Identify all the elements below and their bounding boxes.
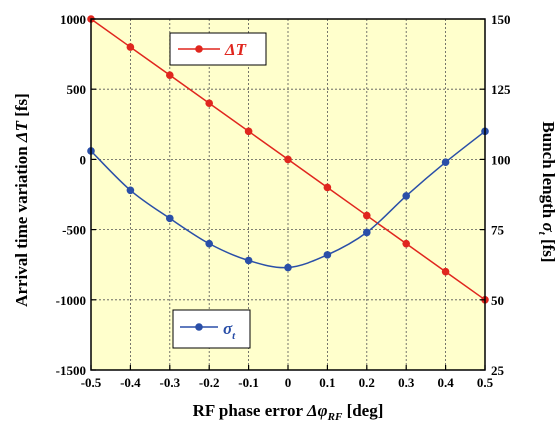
y-axis-right-title-subscript: t	[536, 232, 548, 236]
legend-sigma-t-box	[172, 309, 251, 349]
y-axis-right-title: Bunch length σt [fs]	[536, 121, 558, 262]
data-point-delta-t	[363, 211, 371, 220]
data-point-sigma-t	[441, 158, 450, 167]
x-axis-title: RF phase error ΔφRF [deg]	[193, 401, 384, 423]
y-left-tick-label: -1500	[56, 363, 86, 378]
data-point-sigma-t	[323, 251, 332, 259]
legend-sigma-t-symbol: σ	[223, 319, 233, 338]
y-axis-left-title-suffix: [fs]	[12, 93, 31, 121]
data-point-delta-t	[126, 43, 135, 51]
data-point-delta-t	[166, 71, 174, 79]
y-right-tick-label: 100	[491, 152, 511, 167]
legend-sigma-t-label: σt	[223, 319, 236, 342]
data-point-sigma-t	[205, 239, 213, 248]
data-point-delta-t	[323, 183, 332, 192]
y-axis-left-title-prefix: Arrival time variation	[12, 142, 31, 307]
y-left-tick-label: 1000	[60, 12, 86, 27]
data-point-delta-t	[205, 99, 213, 108]
legend-delta-t-label: ΔT	[224, 40, 247, 59]
y-axis-right-title-suffix: [fs]	[539, 235, 558, 263]
y-left-tick-label: -1000	[56, 293, 86, 308]
data-point-delta-t	[284, 155, 292, 164]
x-tick-label: -0.4	[120, 375, 141, 390]
y-right-tick-label: 25	[491, 363, 505, 378]
y-right-tick-label: 75	[491, 223, 505, 238]
x-tick-label: -0.1	[238, 375, 259, 390]
legend-delta-t: ΔT	[169, 32, 267, 66]
ticks: -0.5 -0.4 -0.3 -0.2 -0.1 0 0.1 0.2 0.3 0.4 0.51000…	[56, 12, 511, 390]
data-point-delta-t	[402, 239, 411, 248]
legend-sigma-t-marker	[195, 323, 203, 331]
y-right-tick-label: 125	[491, 82, 511, 97]
x-tick-label: 0	[285, 375, 292, 390]
y-left-tick-label: 500	[67, 82, 87, 97]
legend-sigma-t-subscript: t	[232, 330, 236, 342]
data-point-sigma-t	[244, 256, 253, 265]
y-axis-left-title-symbol: ΔT	[12, 120, 31, 143]
x-tick-label: 0.4	[437, 375, 454, 390]
legend-delta-t-marker	[195, 45, 203, 53]
data-point-delta-t	[244, 127, 253, 136]
y-right-tick-label: 150	[491, 12, 511, 27]
y-axis-right-title-prefix: Bunch length	[539, 121, 558, 222]
y-axis-right-title-symbol: σ	[539, 223, 558, 233]
x-tick-label: 0.1	[319, 375, 335, 390]
x-axis-title-subscript: RF	[327, 411, 343, 423]
x-axis-title-suffix: [deg]	[342, 401, 383, 420]
data-point-sigma-t	[284, 263, 292, 272]
x-axis-title-symbol: Δφ	[306, 401, 328, 420]
x-tick-label: 0.3	[398, 375, 415, 390]
x-tick-label: -0.2	[199, 375, 220, 390]
x-tick-label: 0.5	[477, 375, 494, 390]
data-point-sigma-t	[402, 192, 411, 200]
legend-sigma-t: σt	[172, 309, 251, 349]
y-left-tick-label: 0	[80, 152, 87, 167]
y-right-tick-label: 50	[491, 293, 504, 308]
x-tick-label: -0.5	[81, 375, 102, 390]
x-tick-label: 0.2	[359, 375, 375, 390]
x-tick-label: -0.3	[160, 375, 181, 390]
data-point-sigma-t	[363, 228, 371, 237]
data-point-sigma-t	[166, 214, 174, 223]
data-point-sigma-t	[126, 186, 135, 195]
x-axis-title-prefix: RF phase error	[193, 401, 307, 420]
data-point-delta-t	[441, 267, 450, 276]
y-axis-left-title: Arrival time variation ΔT [fs]	[12, 93, 31, 307]
y-left-tick-label: -500	[62, 223, 86, 238]
